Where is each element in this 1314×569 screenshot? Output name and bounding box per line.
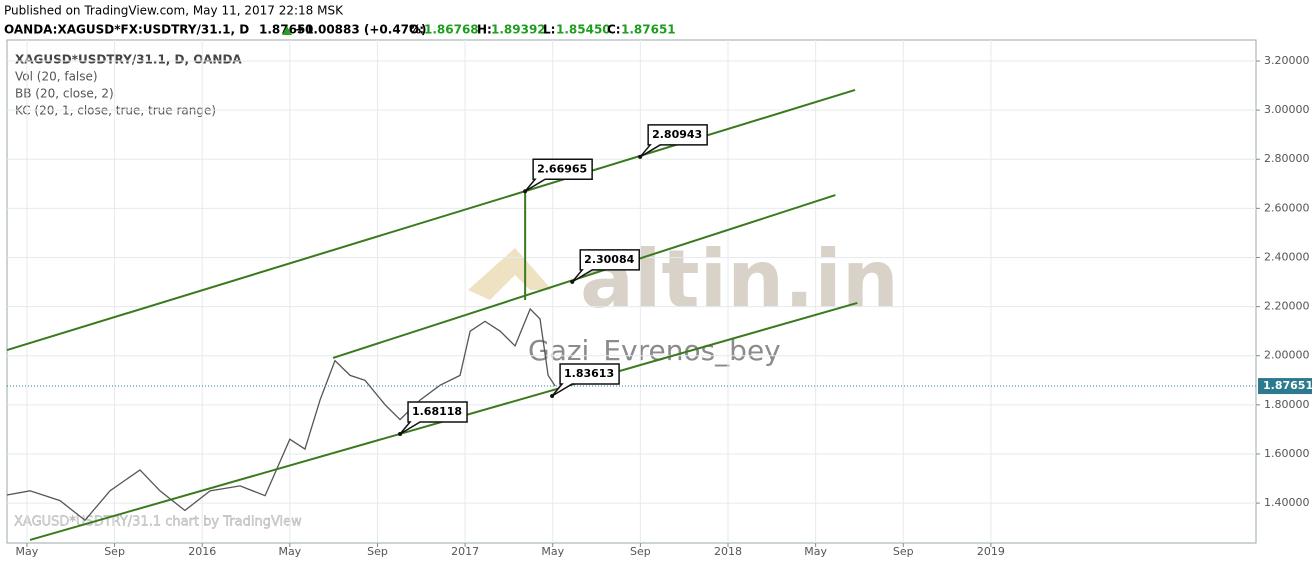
change: +0.00883 (+0.47%) [295,23,427,37]
callout-box [571,249,640,283]
x-tick-label: Sep [893,545,914,558]
y-tick-label: 2.00000 [1264,349,1310,362]
x-tick-label: 2018 [714,545,742,558]
callout-label: 2.30084 [584,253,634,266]
last-price-box [1258,378,1312,395]
o: 1.86768 [424,23,479,37]
x-tick-label: Sep [367,545,388,558]
published: Published on TradingView.com, May 11, 20… [4,4,344,18]
logo-mark [468,248,552,300]
up-arrow [282,26,292,35]
last-price-label: 1.87651 [1263,379,1313,392]
callout-box [524,158,593,192]
callout-box [551,363,620,397]
y-tick-label: 3.20000 [1264,54,1310,67]
watermark-credit: XAGUSD*USDTRY/31.1 chart by TradingView [14,515,302,530]
legend-item: Vol (20, false) [15,70,98,84]
callout-label: 1.83613 [564,367,614,380]
l-label: L: [543,23,555,37]
x-tick-label: 2019 [977,545,1005,558]
callout-box [639,124,708,158]
y-tick-label: 2.20000 [1264,300,1310,313]
y-tick-label: 3.00000 [1264,103,1310,116]
price-line [6,307,556,522]
y-tick-label: 2.60000 [1264,201,1310,214]
o-label: O: [409,23,424,37]
callout-box [399,401,468,435]
x-tick-label: May [16,545,39,558]
x-tick-label: May [804,545,827,558]
trend-line [332,194,836,359]
c-label: C: [607,23,621,37]
y-tick-label: 1.60000 [1264,447,1310,460]
l: 1.85450 [556,23,611,37]
data-layer: 1.40000 1.60000 1.80000 2.00000 2.20000 2.400… [6,40,1313,558]
legend-item: BB (20, close, 2) [15,87,114,101]
legend-title: XAGUSD*USDTRY/31.1, D, OANDA [15,53,242,67]
callout-label: 2.66965 [537,162,587,175]
y-tick-label: 1.80000 [1264,398,1310,411]
x-tick-label: 2016 [188,545,216,558]
y-tick-label: 2.40000 [1264,250,1310,263]
plot-frame [6,39,1257,544]
callout-label: 1.68118 [412,405,462,418]
y-tick-label: 2.80000 [1264,152,1310,165]
y-tick-label: 1.40000 [1264,496,1310,509]
c: 1.87651 [621,23,676,37]
x-tick-label: Sep [630,545,651,558]
callout-label: 2.80943 [652,128,702,141]
watermark-logo: altin.in [580,233,899,326]
trend-line [6,89,856,352]
quote: OANDA:XAGUSD*FX:USDTRY/31.1, D 1.87651 +… [4,23,676,37]
x-tick-label: 2017 [451,545,479,558]
symbol: OANDA:XAGUSD*FX:USDTRY/31.1, D [4,23,249,37]
x-tick-label: May [541,545,564,558]
h-label: H: [477,23,492,37]
x-tick-label: May [278,545,301,558]
x-tick-label: Sep [104,545,125,558]
h: 1.89392 [491,23,546,37]
